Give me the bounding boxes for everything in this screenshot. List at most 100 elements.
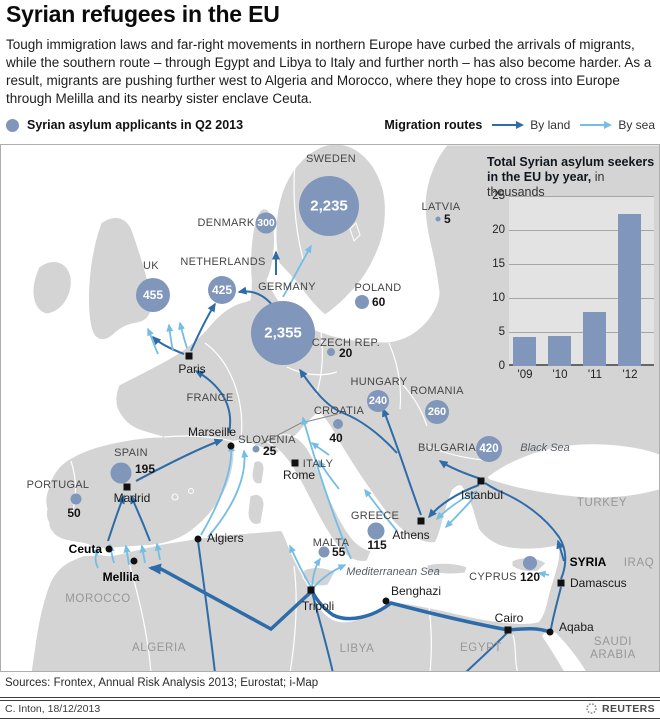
bubble-legend-icon (6, 118, 19, 132)
value-czech: 20 (339, 346, 353, 360)
country-label-sweden: SWEDEN (305, 153, 357, 165)
islands-and-peninsulas (32, 145, 547, 587)
value-poland: 60 (372, 295, 386, 309)
value-cyprus: 120 (520, 570, 541, 584)
by-land-label: By land (530, 118, 571, 132)
bubble-greece (367, 522, 385, 540)
city-paris: Paris (178, 362, 206, 376)
intro-paragraph: Tough immigration laws and far-right mov… (6, 37, 652, 106)
reuters-wordmark: REUTERS (602, 702, 655, 715)
bubble-latvia (435, 216, 441, 222)
value-romania: 260 (427, 406, 447, 418)
bubble-spain (110, 462, 132, 484)
marker-madrid (123, 483, 131, 491)
land-sardinia (247, 493, 265, 525)
leader-line-slovenia (260, 413, 339, 445)
country-label-bulgaria: BULGARIA (417, 442, 477, 454)
value-slovenia: 25 (263, 444, 277, 458)
bubble-romania (425, 400, 449, 424)
gridline-15 (509, 263, 654, 265)
route-tripoli-south (311, 591, 334, 671)
bubble-netherlands (208, 276, 236, 304)
y-tick-5: 5 (498, 326, 505, 338)
bubble-bulgaria (476, 436, 502, 462)
country-label-germany: GERMANY (258, 281, 316, 293)
region-label-turkey: TURKEY (576, 497, 628, 509)
marker-rome (291, 459, 299, 467)
country-label-latvia: LATVIA (421, 201, 461, 213)
city-benghazi: Benghazi (390, 584, 442, 598)
region-label-iraq: IRAQ (623, 557, 655, 569)
bubble-cyprus (523, 556, 537, 570)
sea-label-mediterranean: Mediterranean Sea (346, 566, 440, 578)
marker-ceuta (105, 545, 113, 553)
legend-bubble: Syrian asylum applicants in Q2 2013 (6, 118, 243, 132)
region-label-saudi-arabia: SAUDI ARABIA (590, 636, 636, 661)
bubble-germany (251, 301, 315, 365)
value-germany: 2,355 (264, 324, 302, 342)
country-label-poland: POLAND (354, 282, 402, 294)
route-istanbul-greece (428, 484, 480, 519)
country-label-netherlands: NETHERLANDS (180, 256, 266, 268)
gridline-20 (509, 229, 654, 231)
route-algiers-south (197, 540, 216, 671)
route-algiers-spain-1 (200, 443, 236, 536)
y-tick-25: 25 (492, 190, 505, 202)
land-routes (107, 250, 567, 671)
marker-aqaba (546, 628, 554, 636)
bubble-malta (318, 546, 330, 558)
route-balkan-hungary (382, 407, 422, 516)
reuters-logo: REUTERS (585, 702, 655, 715)
land-ireland (32, 261, 72, 315)
route-tripoli-malta (311, 557, 321, 588)
bottom-rule (0, 718, 660, 719)
chart-title: Total Syrian asylum seekers in the EU by… (487, 155, 659, 200)
x-tick-'10: '10 (552, 369, 568, 381)
route-istanbul-bulgaria (438, 460, 482, 480)
bubble-hungary (367, 390, 389, 412)
by-sea-label: By sea (618, 118, 655, 132)
land-balearic-1 (171, 493, 179, 501)
country-label-romania: ROMANIA (410, 385, 464, 397)
y-tick-15: 15 (492, 258, 505, 270)
country-label-slovenia: SLOVENIA (238, 434, 296, 446)
y-tick-10: 10 (492, 292, 505, 304)
country-label-malta: MALTA (312, 537, 350, 549)
gridline-25 (509, 195, 654, 197)
country-label-spain: SPAIN (114, 447, 148, 459)
area-label-syria: SYRIA (569, 555, 607, 569)
route-balkan-germany (299, 368, 398, 454)
chart-title-bold: Total Syrian asylum seekers in the EU by… (487, 155, 655, 184)
city-madrid: Madrid (113, 491, 151, 505)
route-paris-netherlands (190, 302, 216, 352)
bubble-poland (355, 295, 369, 309)
city-mellila: Mellila (102, 570, 140, 584)
sea-red-sea (542, 631, 586, 671)
route-greece-italy (364, 488, 398, 532)
bubble-croatia (333, 419, 343, 429)
country-label-portugal: PORTUGAL (26, 479, 90, 491)
value-malta: 55 (332, 545, 346, 559)
x-tick-'12: '12 (622, 369, 638, 381)
route-syria-istanbul (484, 482, 567, 580)
city-marseille: Marseille (187, 425, 237, 439)
country-label-uk: UK (143, 260, 159, 272)
area-label-france: FRANCE (186, 392, 234, 404)
reuters-mark-icon (586, 703, 597, 714)
chart-y-axis: 0 5 10 15 20 25 (461, 190, 505, 372)
bubble-czech (327, 348, 335, 356)
region-label-libya: LIBYA (339, 643, 375, 655)
marker-istanbul (477, 477, 485, 485)
region-label-egypt: EGYPT (460, 642, 502, 654)
area-label-italy: ITALY (302, 458, 334, 470)
city-istanbul: Istanbul (460, 488, 504, 502)
value-croatia: 40 (329, 431, 343, 445)
marker-paris (185, 352, 193, 360)
land-uk (88, 217, 153, 341)
value-netherlands: 425 (211, 283, 233, 297)
chart-bar-'11 (583, 311, 606, 366)
gridline-5 (509, 331, 654, 333)
route-north-africa-coastal (148, 563, 551, 634)
bubble-uk (136, 278, 170, 312)
